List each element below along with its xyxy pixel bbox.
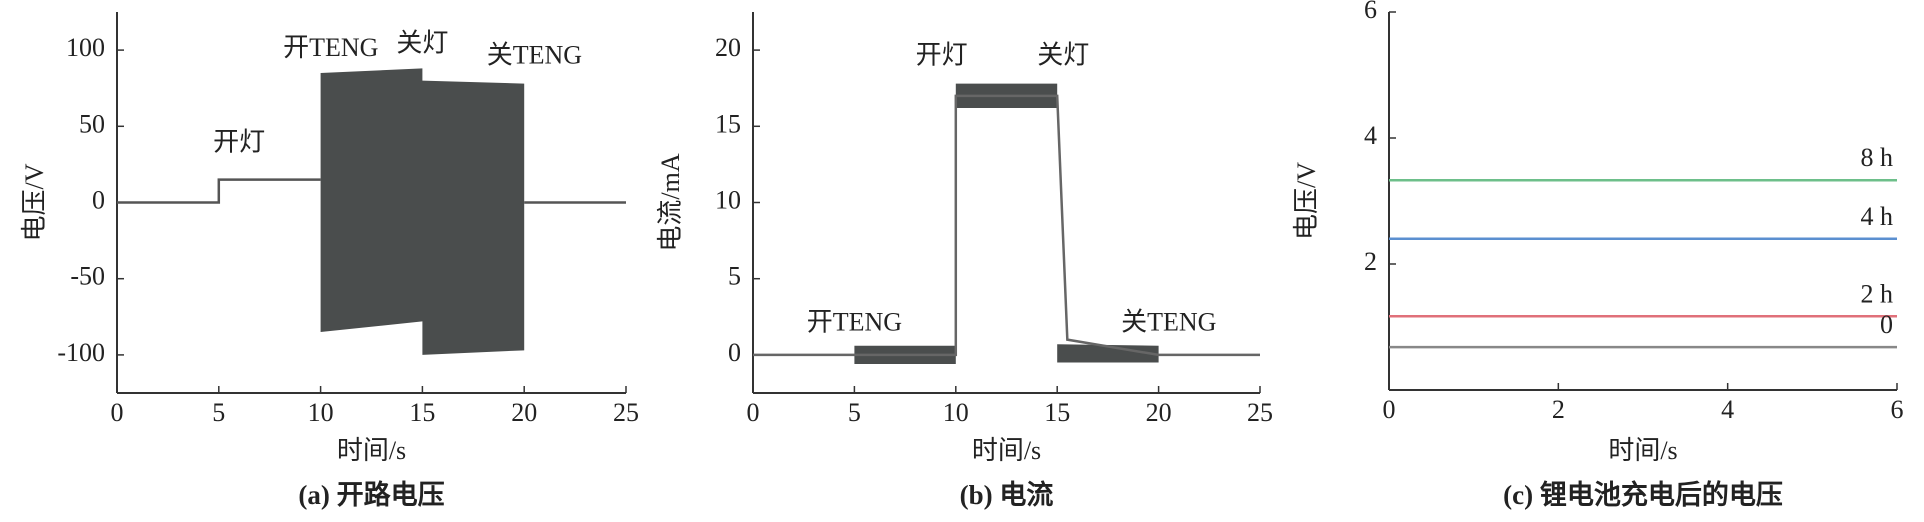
y-tick-label: -50 <box>70 262 105 291</box>
x-tick-label: 4 <box>1721 395 1734 424</box>
y-tick-label: 10 <box>715 185 741 214</box>
y-tick-label: 0 <box>92 185 105 214</box>
signal-band <box>320 68 525 355</box>
y-tick-label: 4 <box>1364 121 1377 150</box>
x-axis-label: 时间/s <box>972 436 1041 465</box>
line <box>753 94 1260 357</box>
annotation: 开灯 <box>916 41 968 70</box>
annotation: 关TENG <box>487 41 582 70</box>
caption: (a) 开路电压 <box>298 479 444 510</box>
x-tick-label: 15 <box>409 398 435 427</box>
x-axis-label: 时间/s <box>1608 436 1677 465</box>
y-tick-label: 5 <box>728 262 741 291</box>
y-tick-label: 2 <box>1364 247 1377 276</box>
x-tick-label: 10 <box>308 398 334 427</box>
line <box>117 178 321 204</box>
annotation: 开灯 <box>213 128 265 157</box>
x-tick-label: 0 <box>1383 395 1396 424</box>
x-tick-label: 5 <box>212 398 225 427</box>
x-tick-label: 25 <box>613 398 639 427</box>
x-tick-label: 10 <box>943 398 969 427</box>
annotation: 关灯 <box>396 28 448 57</box>
series-label: 8 h <box>1861 143 1894 172</box>
x-tick-label: 15 <box>1044 398 1070 427</box>
annotation: 关TENG <box>1121 307 1216 336</box>
x-tick-label: 6 <box>1891 395 1904 424</box>
x-tick-label: 20 <box>511 398 537 427</box>
x-tick-label: 0 <box>111 398 124 427</box>
series-label: 0 <box>1880 310 1893 339</box>
x-tick-label: 20 <box>1146 398 1172 427</box>
y-axis-label: 电流/mA <box>656 153 685 251</box>
x-tick-label: 2 <box>1552 395 1565 424</box>
x-tick-label: 0 <box>747 398 760 427</box>
series-label: 2 h <box>1861 279 1894 308</box>
y-tick-label: 15 <box>715 109 741 138</box>
y-axis-label: 电压/V <box>1292 162 1321 240</box>
caption: (c) 锂电池充电后的电压 <box>1503 479 1783 510</box>
y-tick-label: 6 <box>1364 0 1377 24</box>
series-label: 4 h <box>1861 202 1894 231</box>
x-tick-label: 5 <box>848 398 861 427</box>
y-axis-label: 电压/V <box>20 163 49 241</box>
caption: (b) 电流 <box>960 480 1054 510</box>
annotation: 开TENG <box>807 307 902 336</box>
annotation: 关灯 <box>1037 41 1089 70</box>
annotation: 开TENG <box>283 33 378 62</box>
y-tick-label: 0 <box>728 338 741 367</box>
y-tick-label: 20 <box>715 33 741 62</box>
x-tick-label: 25 <box>1247 398 1273 427</box>
y-tick-label: 50 <box>79 109 105 138</box>
y-tick-label: 100 <box>66 33 105 62</box>
x-axis-label: 时间/s <box>337 436 406 465</box>
signal-band <box>1057 344 1159 363</box>
y-tick-label: -100 <box>57 338 105 367</box>
